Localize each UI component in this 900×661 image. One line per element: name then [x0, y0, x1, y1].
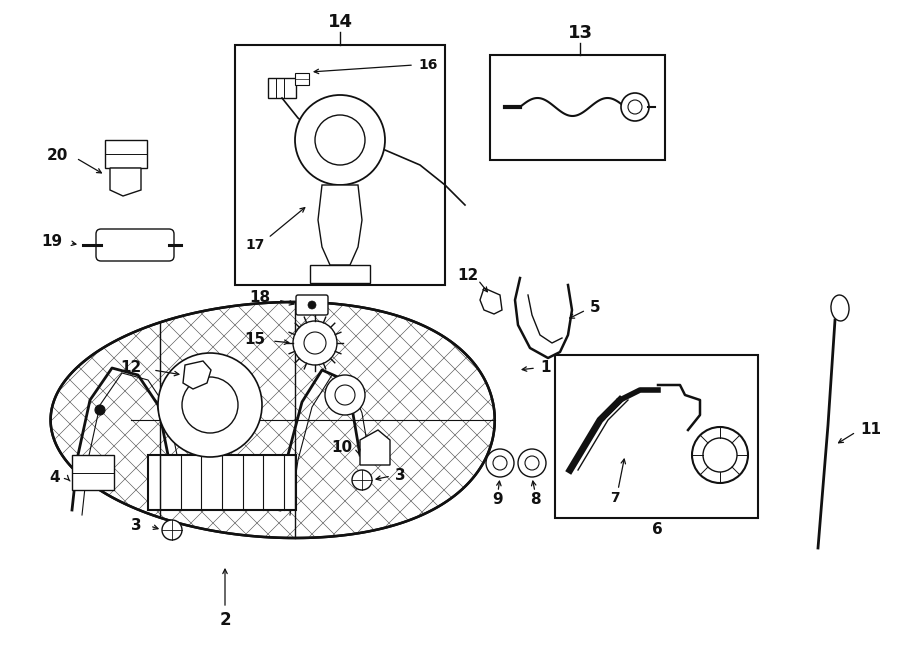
Circle shape: [692, 427, 748, 483]
Text: 12: 12: [457, 268, 479, 282]
Bar: [235, 45, 445, 285]
Bar: [148, 455, 296, 510]
FancyBboxPatch shape: [296, 295, 328, 315]
Text: 4: 4: [50, 469, 60, 485]
Text: 19: 19: [40, 235, 62, 249]
Circle shape: [518, 449, 546, 477]
Bar: [295, 73, 309, 85]
Circle shape: [335, 385, 355, 405]
Text: 8: 8: [530, 492, 540, 508]
Polygon shape: [183, 361, 211, 389]
Circle shape: [304, 332, 326, 354]
Text: 6: 6: [652, 522, 662, 537]
Text: 20: 20: [47, 147, 68, 163]
Circle shape: [525, 456, 539, 470]
Circle shape: [493, 456, 507, 470]
Circle shape: [158, 353, 262, 457]
Circle shape: [95, 405, 105, 415]
Circle shape: [352, 470, 372, 490]
Bar: [105, 140, 147, 168]
Bar: [72, 455, 114, 490]
Polygon shape: [50, 302, 495, 538]
Circle shape: [293, 321, 337, 365]
Text: 18: 18: [249, 290, 270, 305]
Bar: [310, 265, 370, 283]
Text: 13: 13: [568, 24, 592, 42]
Text: 2: 2: [220, 611, 230, 629]
Circle shape: [486, 449, 514, 477]
Text: 3: 3: [395, 467, 406, 483]
Circle shape: [315, 115, 365, 165]
Text: 17: 17: [246, 238, 265, 252]
Text: 3: 3: [131, 518, 142, 533]
Text: 15: 15: [244, 332, 265, 348]
Polygon shape: [318, 185, 362, 265]
Circle shape: [621, 93, 649, 121]
Circle shape: [182, 377, 238, 433]
Circle shape: [628, 100, 642, 114]
Circle shape: [703, 438, 737, 472]
Polygon shape: [360, 430, 390, 465]
Circle shape: [295, 95, 385, 185]
Bar: [555, 355, 758, 518]
Text: 16: 16: [418, 58, 437, 72]
Text: 11: 11: [860, 422, 881, 438]
Bar: [490, 55, 665, 160]
FancyBboxPatch shape: [96, 229, 174, 261]
Polygon shape: [110, 168, 141, 196]
Circle shape: [325, 375, 365, 415]
Text: 10: 10: [331, 440, 352, 455]
Text: 1: 1: [540, 360, 551, 375]
Text: 9: 9: [492, 492, 503, 508]
Text: 5: 5: [590, 301, 600, 315]
Circle shape: [308, 301, 316, 309]
Bar: [268, 78, 296, 98]
Polygon shape: [480, 288, 502, 314]
Circle shape: [162, 520, 182, 540]
Text: 7: 7: [610, 491, 620, 505]
Text: 12: 12: [121, 360, 142, 375]
Text: 14: 14: [328, 13, 353, 31]
Ellipse shape: [831, 295, 849, 321]
